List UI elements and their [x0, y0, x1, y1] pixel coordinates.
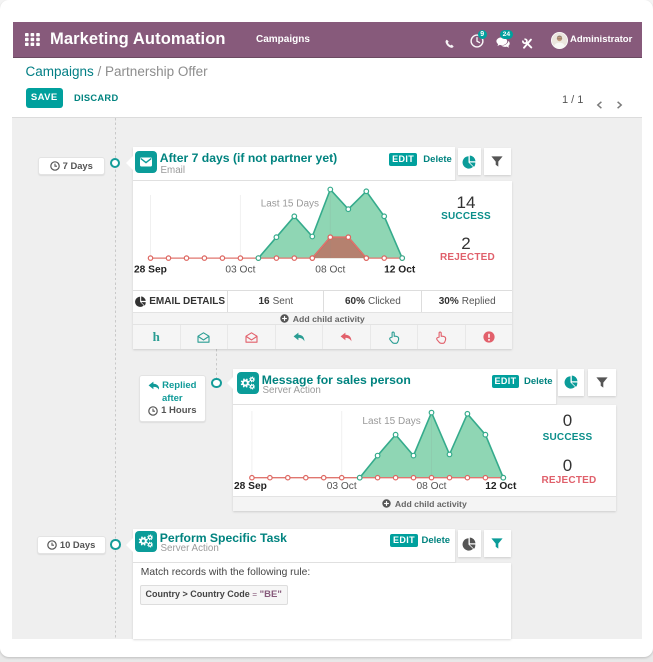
svg-text:Last 15 Days: Last 15 Days	[261, 198, 319, 209]
svg-text:Last 15 Days: Last 15 Days	[363, 416, 421, 427]
svg-text:08 Oct: 08 Oct	[417, 481, 447, 492]
svg-text:12 Oct: 12 Oct	[384, 264, 416, 275]
svg-text:03 Oct: 03 Oct	[327, 481, 357, 492]
svg-text:28 Sep: 28 Sep	[234, 481, 267, 492]
svg-text:12 Oct: 12 Oct	[485, 481, 517, 492]
svg-text:03 Oct: 03 Oct	[225, 264, 255, 275]
svg-text:28 Sep: 28 Sep	[134, 264, 167, 275]
svg-text:08 Oct: 08 Oct	[315, 264, 345, 275]
